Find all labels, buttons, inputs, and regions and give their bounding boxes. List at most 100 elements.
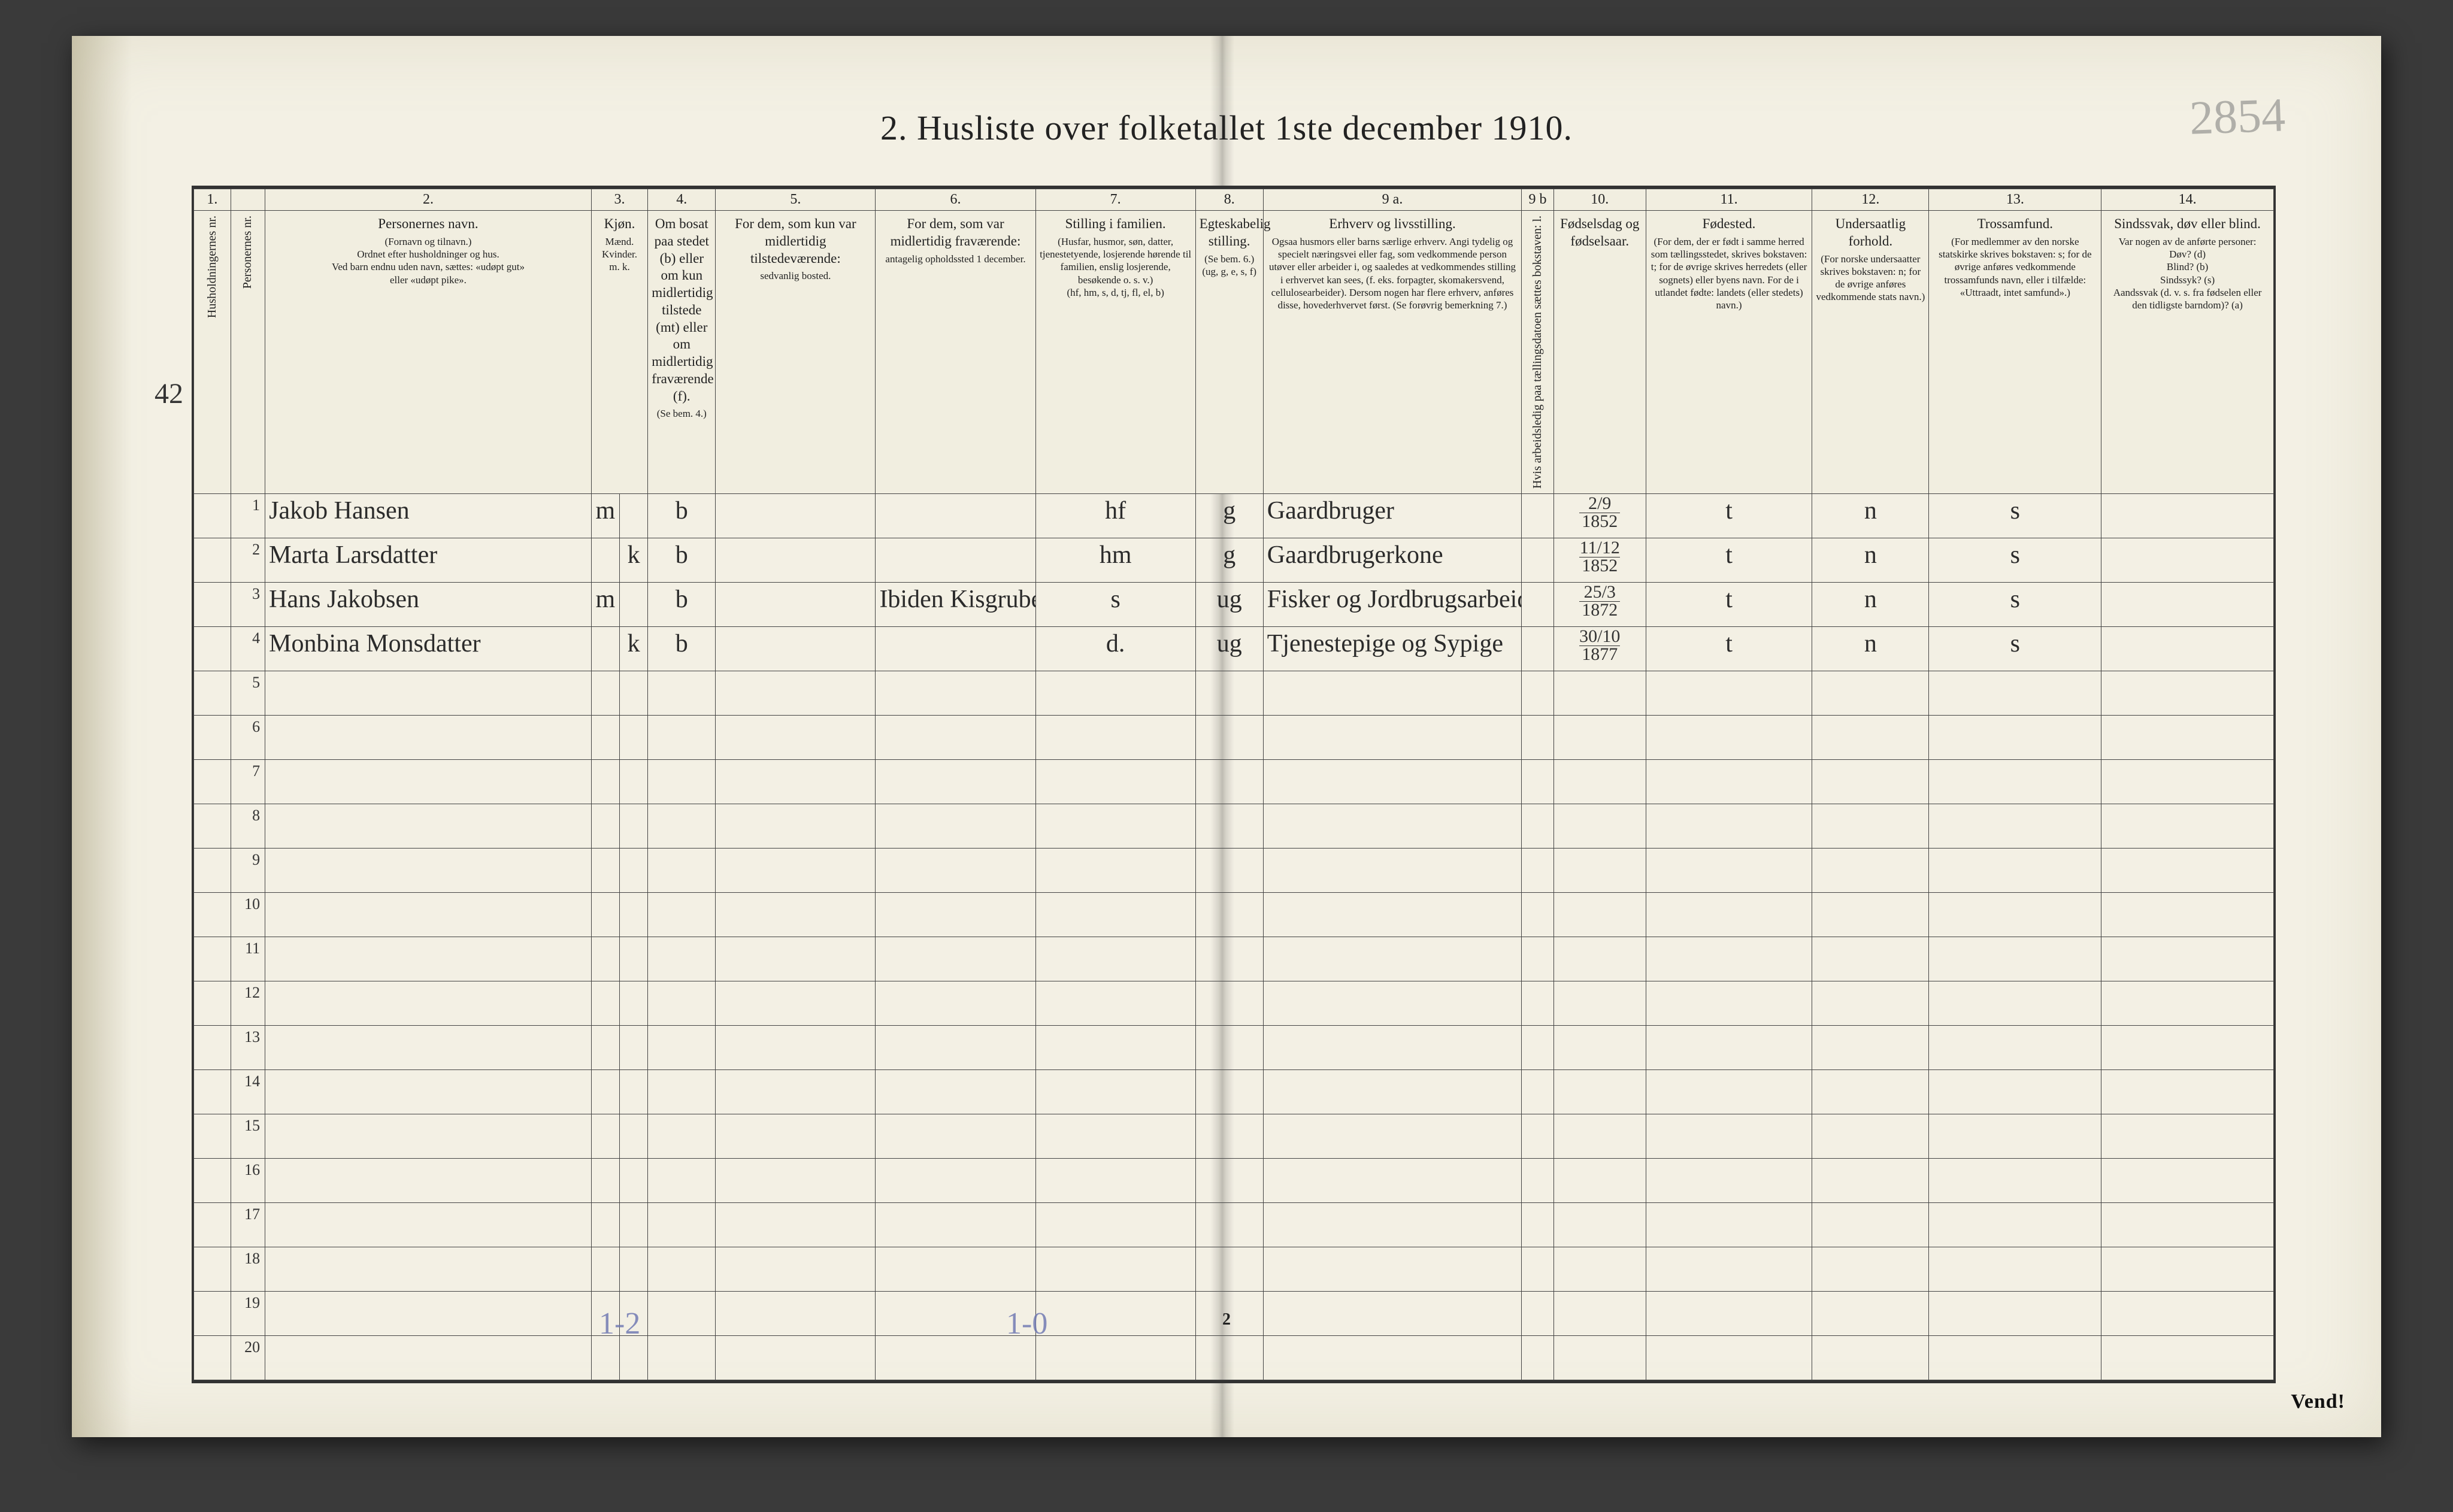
- cell-blank: [1263, 760, 1522, 804]
- cell-blank: [1263, 1336, 1522, 1380]
- cell-blank: [716, 1336, 876, 1380]
- cell-c6: [876, 494, 1035, 538]
- cell-blank: [1646, 1159, 1812, 1203]
- col-header-c7: Stilling i familien.(Husfar, husmor, søn…: [1035, 211, 1195, 494]
- cell-blank: [1522, 760, 1553, 804]
- cell-blank: [1929, 804, 2101, 849]
- cell-9b: [1522, 494, 1553, 538]
- cell-blank: [716, 716, 876, 760]
- table-row: 8: [194, 804, 2274, 849]
- cell-blank: [265, 1159, 592, 1203]
- cell-blank: [1263, 1114, 1522, 1159]
- cell-blank: [876, 1203, 1035, 1247]
- cell-erhv: Gaardbrugerkone: [1263, 538, 1522, 583]
- hh-nr: [194, 538, 231, 583]
- cell-blank: [1929, 1203, 2101, 1247]
- cell-blank: [876, 849, 1035, 893]
- cell-c14: [2101, 494, 2274, 538]
- col-header-c1: Husholdningernes nr.: [194, 211, 231, 494]
- cell-blank: [2101, 671, 2274, 716]
- cell-blank: [1522, 1292, 1553, 1336]
- cell-blank: [1929, 716, 2101, 760]
- cell-blank: [591, 804, 619, 849]
- cell-name: Jakob Hansen: [265, 494, 592, 538]
- cell-blank: [716, 1159, 876, 1203]
- cell-blank: [1195, 1114, 1263, 1159]
- cell-blank: [648, 804, 716, 849]
- cell-blank: [1035, 1247, 1195, 1292]
- cell-fsted: t: [1646, 583, 1812, 627]
- cell-blank: [1263, 671, 1522, 716]
- cell-blank: [265, 1336, 592, 1380]
- cell-blank: [1035, 1159, 1195, 1203]
- person-nr: 5: [231, 671, 265, 716]
- cell-blank: [1646, 1247, 1812, 1292]
- cell-blank: [716, 1114, 876, 1159]
- cell-fam: d.: [1035, 627, 1195, 671]
- table-row: 5: [194, 671, 2274, 716]
- cell-blank: [2101, 1247, 2274, 1292]
- col-header-c11: Fødested.(For dem, der er født i samme h…: [1646, 211, 1812, 494]
- cell-blank: [1553, 671, 1646, 716]
- cell-blank: [1522, 1026, 1553, 1070]
- cell-blank: [1522, 1247, 1553, 1292]
- table-row: 13: [194, 1026, 2274, 1070]
- cell-blank: [1195, 804, 1263, 849]
- cell-blank: [1553, 1070, 1646, 1114]
- cell-date: 30/101877: [1553, 627, 1646, 671]
- cell-blank: [2101, 716, 2274, 760]
- cell-blank: [1553, 1247, 1646, 1292]
- cell-fsted: t: [1646, 494, 1812, 538]
- hh-nr: [194, 981, 231, 1026]
- cell-blank: [876, 1026, 1035, 1070]
- hh-nr: [194, 1026, 231, 1070]
- cell-fsted: t: [1646, 627, 1812, 671]
- cell-blank: [1646, 849, 1812, 893]
- col-num: 8.: [1195, 189, 1263, 211]
- cell-blank: [1035, 981, 1195, 1026]
- cell-blank: [1929, 937, 2101, 981]
- cell-und: n: [1812, 494, 1929, 538]
- person-nr: 9: [231, 849, 265, 893]
- person-nr: 18: [231, 1247, 265, 1292]
- cell-blank: [1812, 893, 1929, 937]
- cell-c6: [876, 538, 1035, 583]
- cell-blank: [876, 716, 1035, 760]
- cell-blank: [265, 760, 592, 804]
- cell-blank: [1522, 937, 1553, 981]
- cell-fsted: t: [1646, 538, 1812, 583]
- cell-blank: [1553, 893, 1646, 937]
- cell-blank: [2101, 804, 2274, 849]
- cell-c6: Ibiden Kisgruben: [876, 583, 1035, 627]
- cell-9b: [1522, 627, 1553, 671]
- cell-erhv: Gaardbruger: [1263, 494, 1522, 538]
- cell-blank: [1812, 1026, 1929, 1070]
- cell-blank: [1263, 716, 1522, 760]
- cell-blank: [1553, 937, 1646, 981]
- cell-c5: [716, 494, 876, 538]
- cell-blank: [620, 1159, 648, 1203]
- cell-blank: [1263, 981, 1522, 1026]
- table-row: 11: [194, 937, 2274, 981]
- cell-blank: [265, 1070, 592, 1114]
- cell-blank: [1522, 893, 1553, 937]
- cell-blank: [1522, 804, 1553, 849]
- cell-blank: [1035, 1026, 1195, 1070]
- table-row: 14: [194, 1070, 2274, 1114]
- column-header-row: Husholdningernes nr.Personernes nr.Perso…: [194, 211, 2274, 494]
- table-row: 1Jakob HansenmbhfgGaardbruger2/91852tns: [194, 494, 2274, 538]
- cell-blank: [1929, 671, 2101, 716]
- cell-blank: [620, 1203, 648, 1247]
- cell-blank: [1929, 849, 2101, 893]
- cell-blank: [1263, 893, 1522, 937]
- cell-blank: [648, 1114, 716, 1159]
- cell-blank: [1522, 1159, 1553, 1203]
- margin-mark-left: 42: [155, 377, 183, 410]
- cell-blank: [1929, 1026, 2101, 1070]
- cell-blank: [1035, 1114, 1195, 1159]
- cell-blank: [648, 1292, 716, 1336]
- table-row: 17: [194, 1203, 2274, 1247]
- cell-blank: [1812, 1203, 1929, 1247]
- cell-erhv: Fisker og Jordbrugsarbeide: [1263, 583, 1522, 627]
- cell-blank: [2101, 1292, 2274, 1336]
